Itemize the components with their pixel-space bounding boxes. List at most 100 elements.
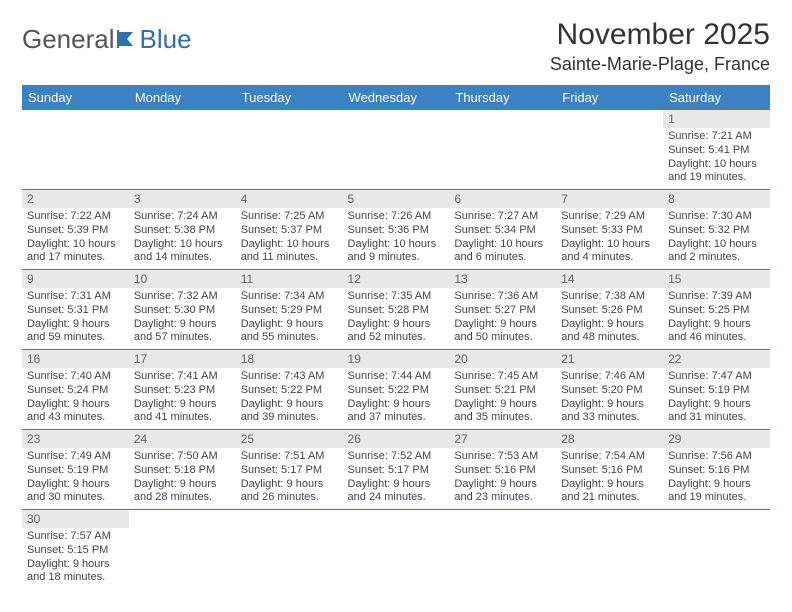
daylight-text: Daylight: 9 hours and 57 minutes. [134, 318, 231, 346]
day-header: Sunday [22, 85, 129, 110]
day-number: 4 [236, 190, 343, 208]
calendar-cell: 25Sunrise: 7:51 AMSunset: 5:17 PMDayligh… [236, 430, 343, 510]
day-details: Sunrise: 7:46 AMSunset: 5:20 PMDaylight:… [556, 368, 663, 429]
calendar-cell: 4Sunrise: 7:25 AMSunset: 5:37 PMDaylight… [236, 190, 343, 270]
day-number: 12 [343, 270, 450, 288]
day-details: Sunrise: 7:52 AMSunset: 5:17 PMDaylight:… [343, 448, 450, 509]
calendar-cell [449, 510, 556, 590]
day-details: Sunrise: 7:51 AMSunset: 5:17 PMDaylight:… [236, 448, 343, 509]
day-number: 20 [449, 350, 556, 368]
day-number: 17 [129, 350, 236, 368]
sunrise-text: Sunrise: 7:43 AM [241, 370, 338, 384]
day-details: Sunrise: 7:27 AMSunset: 5:34 PMDaylight:… [449, 208, 556, 269]
logo-text-general: General [22, 24, 115, 55]
sunset-text: Sunset: 5:32 PM [668, 224, 765, 238]
sunset-text: Sunset: 5:36 PM [348, 224, 445, 238]
calendar-cell: 30Sunrise: 7:57 AMSunset: 5:15 PMDayligh… [22, 510, 129, 590]
day-number: 2 [22, 190, 129, 208]
calendar-cell: 2Sunrise: 7:22 AMSunset: 5:39 PMDaylight… [22, 190, 129, 270]
logo-text-blue: Blue [140, 24, 192, 55]
day-number: 7 [556, 190, 663, 208]
calendar-cell: 27Sunrise: 7:53 AMSunset: 5:16 PMDayligh… [449, 430, 556, 510]
day-details: Sunrise: 7:41 AMSunset: 5:23 PMDaylight:… [129, 368, 236, 429]
calendar-cell: 13Sunrise: 7:36 AMSunset: 5:27 PMDayligh… [449, 270, 556, 350]
day-details: Sunrise: 7:54 AMSunset: 5:16 PMDaylight:… [556, 448, 663, 509]
sunrise-text: Sunrise: 7:52 AM [348, 450, 445, 464]
calendar-cell: 18Sunrise: 7:43 AMSunset: 5:22 PMDayligh… [236, 350, 343, 430]
daylight-text: Daylight: 9 hours and 43 minutes. [27, 398, 124, 426]
calendar-cell: 8Sunrise: 7:30 AMSunset: 5:32 PMDaylight… [663, 190, 770, 270]
sunset-text: Sunset: 5:29 PM [241, 304, 338, 318]
sunset-text: Sunset: 5:22 PM [348, 384, 445, 398]
sunrise-text: Sunrise: 7:47 AM [668, 370, 765, 384]
calendar-cell: 5Sunrise: 7:26 AMSunset: 5:36 PMDaylight… [343, 190, 450, 270]
daylight-text: Daylight: 9 hours and 48 minutes. [561, 318, 658, 346]
calendar-week-row: 30Sunrise: 7:57 AMSunset: 5:15 PMDayligh… [22, 510, 770, 590]
day-header: Wednesday [343, 85, 450, 110]
day-number: 26 [343, 430, 450, 448]
sunset-text: Sunset: 5:20 PM [561, 384, 658, 398]
daylight-text: Daylight: 9 hours and 21 minutes. [561, 478, 658, 506]
day-details: Sunrise: 7:29 AMSunset: 5:33 PMDaylight:… [556, 208, 663, 269]
sunset-text: Sunset: 5:30 PM [134, 304, 231, 318]
sunset-text: Sunset: 5:23 PM [134, 384, 231, 398]
calendar-cell: 26Sunrise: 7:52 AMSunset: 5:17 PMDayligh… [343, 430, 450, 510]
calendar-cell [556, 510, 663, 590]
day-details: Sunrise: 7:26 AMSunset: 5:36 PMDaylight:… [343, 208, 450, 269]
day-details: Sunrise: 7:47 AMSunset: 5:19 PMDaylight:… [663, 368, 770, 429]
calendar-cell: 23Sunrise: 7:49 AMSunset: 5:19 PMDayligh… [22, 430, 129, 510]
sunset-text: Sunset: 5:25 PM [668, 304, 765, 318]
daylight-text: Daylight: 10 hours and 11 minutes. [241, 238, 338, 266]
calendar-cell: 19Sunrise: 7:44 AMSunset: 5:22 PMDayligh… [343, 350, 450, 430]
day-details: Sunrise: 7:30 AMSunset: 5:32 PMDaylight:… [663, 208, 770, 269]
sunset-text: Sunset: 5:19 PM [668, 384, 765, 398]
day-details: Sunrise: 7:50 AMSunset: 5:18 PMDaylight:… [129, 448, 236, 509]
daylight-text: Daylight: 9 hours and 23 minutes. [454, 478, 551, 506]
sunrise-text: Sunrise: 7:21 AM [668, 130, 765, 144]
day-number: 23 [22, 430, 129, 448]
sunrise-text: Sunrise: 7:39 AM [668, 290, 765, 304]
sunrise-text: Sunrise: 7:44 AM [348, 370, 445, 384]
daylight-text: Daylight: 9 hours and 24 minutes. [348, 478, 445, 506]
calendar-cell: 11Sunrise: 7:34 AMSunset: 5:29 PMDayligh… [236, 270, 343, 350]
day-number: 14 [556, 270, 663, 288]
daylight-text: Daylight: 9 hours and 55 minutes. [241, 318, 338, 346]
daylight-text: Daylight: 10 hours and 4 minutes. [561, 238, 658, 266]
day-details: Sunrise: 7:56 AMSunset: 5:16 PMDaylight:… [663, 448, 770, 509]
daylight-text: Daylight: 10 hours and 17 minutes. [27, 238, 124, 266]
day-number: 3 [129, 190, 236, 208]
calendar-cell [236, 510, 343, 590]
daylight-text: Daylight: 9 hours and 46 minutes. [668, 318, 765, 346]
day-number: 24 [129, 430, 236, 448]
calendar-cell [556, 110, 663, 190]
day-header: Monday [129, 85, 236, 110]
sunrise-text: Sunrise: 7:51 AM [241, 450, 338, 464]
sunset-text: Sunset: 5:16 PM [668, 464, 765, 478]
daylight-text: Daylight: 9 hours and 26 minutes. [241, 478, 338, 506]
day-details: Sunrise: 7:22 AMSunset: 5:39 PMDaylight:… [22, 208, 129, 269]
day-header: Friday [556, 85, 663, 110]
day-details: Sunrise: 7:31 AMSunset: 5:31 PMDaylight:… [22, 288, 129, 349]
day-number: 19 [343, 350, 450, 368]
day-number: 15 [663, 270, 770, 288]
calendar-cell: 17Sunrise: 7:41 AMSunset: 5:23 PMDayligh… [129, 350, 236, 430]
logo: General Blue [22, 24, 192, 55]
sunset-text: Sunset: 5:37 PM [241, 224, 338, 238]
calendar-week-row: 2Sunrise: 7:22 AMSunset: 5:39 PMDaylight… [22, 190, 770, 270]
day-header: Tuesday [236, 85, 343, 110]
calendar-cell: 24Sunrise: 7:50 AMSunset: 5:18 PMDayligh… [129, 430, 236, 510]
daylight-text: Daylight: 9 hours and 41 minutes. [134, 398, 231, 426]
calendar-cell [129, 510, 236, 590]
day-details: Sunrise: 7:44 AMSunset: 5:22 PMDaylight:… [343, 368, 450, 429]
sunrise-text: Sunrise: 7:38 AM [561, 290, 658, 304]
sunset-text: Sunset: 5:17 PM [241, 464, 338, 478]
day-details: Sunrise: 7:39 AMSunset: 5:25 PMDaylight:… [663, 288, 770, 349]
sunset-text: Sunset: 5:16 PM [454, 464, 551, 478]
day-details: Sunrise: 7:35 AMSunset: 5:28 PMDaylight:… [343, 288, 450, 349]
calendar-cell [129, 110, 236, 190]
calendar-cell: 9Sunrise: 7:31 AMSunset: 5:31 PMDaylight… [22, 270, 129, 350]
calendar-cell: 14Sunrise: 7:38 AMSunset: 5:26 PMDayligh… [556, 270, 663, 350]
day-number: 22 [663, 350, 770, 368]
sunset-text: Sunset: 5:28 PM [348, 304, 445, 318]
day-details: Sunrise: 7:24 AMSunset: 5:38 PMDaylight:… [129, 208, 236, 269]
